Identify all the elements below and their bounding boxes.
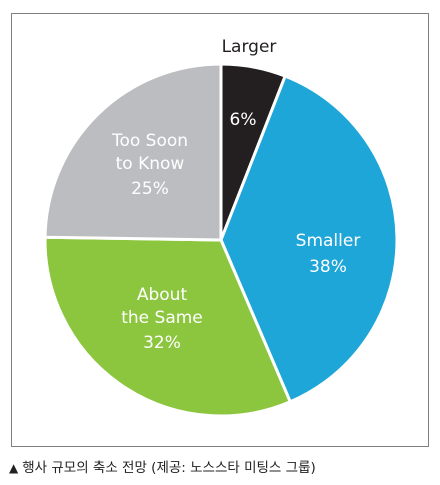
caption-text: 행사 규모의 축소 전망 (제공: 노스스타 미팅스 그룹) (22, 460, 316, 476)
caption-marker-icon: ▲ (9, 461, 19, 475)
slice-value-label: 6% (230, 110, 257, 130)
slice-value-label: 25% (131, 179, 169, 199)
slice-label: Too Soon (111, 131, 188, 151)
pie-slice (219, 74, 399, 404)
slice-label: the Same (121, 308, 203, 328)
slice-label: to Know (116, 154, 185, 174)
slice-label: About (137, 285, 188, 305)
slice-label: Larger (222, 37, 277, 57)
slice-value-label: 32% (143, 333, 181, 353)
slice-label: Smaller (296, 231, 361, 251)
slice-value-label: 38% (309, 257, 347, 277)
pie-slice (43, 62, 223, 242)
figure-caption: ▲ 행사 규모의 축소 전망 (제공: 노스스타 미팅스 그룹) (9, 456, 316, 476)
pie-slice (43, 235, 293, 418)
